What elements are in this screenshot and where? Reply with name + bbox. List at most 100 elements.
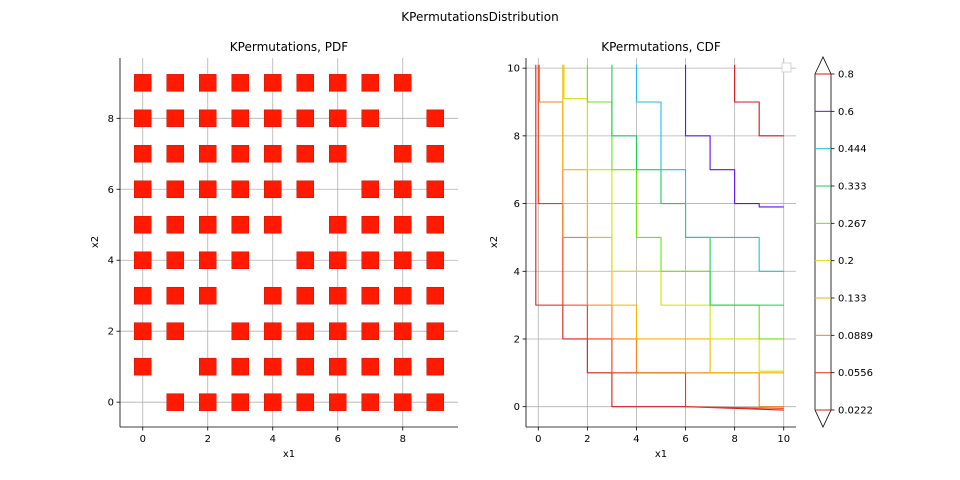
- pdf-point: [361, 74, 379, 92]
- cdf-contour-level-0.0556: [537, 64, 784, 409]
- pdf-point: [394, 74, 412, 92]
- pdf-point: [199, 109, 217, 128]
- colorbar-tick-label: 0.444: [838, 144, 867, 155]
- cdf-xtick-label: 6: [682, 434, 688, 445]
- pdf-point: [394, 393, 412, 411]
- cdf-contour-level-0.8: [734, 64, 784, 137]
- pdf-point: [296, 393, 314, 411]
- colorbar-outline: [814, 56, 832, 428]
- cdf-tick-labels: 0 2 4 6 8 10 0 2 4 6 8 10: [507, 64, 790, 445]
- pdf-point: [134, 216, 152, 234]
- cdf-ytick-label: 6: [514, 199, 520, 210]
- cdf-contour-lines: [535, 64, 784, 411]
- cdf-ylabel: x2: [489, 236, 500, 248]
- pdf-point: [166, 74, 184, 92]
- pdf-point: [394, 216, 412, 234]
- pdf-xtick-label: 0: [140, 434, 146, 445]
- pdf-point: [361, 393, 379, 411]
- pdf-xtick-label: 8: [400, 434, 406, 445]
- pdf-point: [134, 357, 152, 376]
- pdf-ytick-label: 2: [108, 327, 114, 338]
- pdf-ytick-label: 0: [108, 398, 114, 409]
- pdf-point: [426, 286, 444, 305]
- colorbar-tick-label: 0.267: [838, 219, 867, 230]
- pdf-point: [329, 357, 347, 376]
- pdf-point: [329, 322, 347, 340]
- pdf-point: [296, 109, 314, 128]
- pdf-point: [361, 251, 379, 269]
- pdf-tick-labels: 0 2 4 6 8 0 2 4 6 8: [108, 114, 406, 445]
- pdf-point: [329, 216, 347, 234]
- cdf-xtick-label: 10: [777, 434, 790, 445]
- cdf-xtick-label: 4: [633, 434, 639, 445]
- suptitle: KPermutationsDistribution: [401, 10, 558, 24]
- cdf-contour-level-0.6: [684, 64, 784, 208]
- pdf-ytick-label: 6: [108, 185, 114, 196]
- pdf-point: [166, 393, 184, 411]
- pdf-point: [296, 74, 314, 92]
- pdf-point: [329, 393, 347, 411]
- cdf-title: KPermutations, CDF: [601, 40, 721, 54]
- cdf-legend-box: [781, 62, 792, 73]
- pdf-point: [134, 74, 152, 92]
- pdf-point: [264, 180, 282, 199]
- pdf-point: [426, 393, 444, 411]
- colorbar-tick-label: 0.0556: [838, 368, 873, 379]
- pdf-point: [199, 145, 217, 163]
- colorbar-tick-label: 0.133: [838, 294, 867, 305]
- cdf-contour-level-0.333: [611, 64, 784, 306]
- pdf-point: [296, 251, 314, 269]
- pdf-point: [361, 180, 379, 199]
- cdf-contour-level-0.133: [562, 64, 784, 374]
- pdf-point: [199, 286, 217, 305]
- cdf-contour-level-0.444: [635, 64, 784, 272]
- pdf-point: [361, 322, 379, 340]
- pdf-point: [426, 180, 444, 199]
- cdf-ytick-label: 2: [514, 334, 520, 345]
- pdf-point: [329, 74, 347, 92]
- pdf-point: [394, 251, 412, 269]
- pdf-point: [296, 322, 314, 340]
- colorbar-tick-label: 0.6: [838, 107, 854, 118]
- cdf-contour-level-0.2: [563, 64, 784, 372]
- pdf-point: [231, 251, 249, 269]
- pdf-xlabel: x1: [283, 449, 295, 460]
- pdf-xtick-label: 4: [270, 434, 276, 445]
- pdf-point: [264, 286, 282, 305]
- pdf-point: [264, 393, 282, 411]
- pdf-point: [231, 216, 249, 234]
- cdf-axes: KPermutations, CDF 0 2 4 6 8 10 0 2 4 6 8 10 x1 x2: [489, 40, 796, 460]
- pdf-point: [134, 145, 152, 163]
- pdf-point: [166, 109, 184, 128]
- pdf-point: [199, 216, 217, 234]
- pdf-point: [166, 216, 184, 234]
- pdf-point: [296, 357, 314, 376]
- pdf-point: [394, 286, 412, 305]
- pdf-point: [361, 216, 379, 234]
- cdf-contour-level-0.0222: [535, 64, 784, 411]
- pdf-point: [329, 109, 347, 128]
- pdf-point: [329, 251, 347, 269]
- pdf-point: [264, 145, 282, 163]
- pdf-point: [264, 109, 282, 128]
- pdf-point: [426, 216, 444, 234]
- pdf-xtick-label: 6: [335, 434, 341, 445]
- pdf-point: [264, 74, 282, 92]
- pdf-axes: KPermutations, PDF 0 2 4 6 8 0 2 4 6 8 x1 x2: [90, 40, 458, 460]
- pdf-scatter-series: [134, 74, 444, 411]
- pdf-point: [329, 145, 347, 163]
- pdf-point: [231, 109, 249, 128]
- pdf-point: [426, 357, 444, 376]
- colorbar-tick-label: 0.0889: [838, 331, 873, 342]
- pdf-point: [264, 322, 282, 340]
- cdf-ytick-label: 8: [514, 131, 520, 142]
- pdf-point: [394, 145, 412, 163]
- pdf-point: [199, 251, 217, 269]
- pdf-point: [296, 286, 314, 305]
- pdf-point: [231, 357, 249, 376]
- pdf-point: [134, 109, 152, 128]
- pdf-point: [231, 145, 249, 163]
- pdf-point: [134, 180, 152, 199]
- cdf-ytick-label: 4: [514, 267, 520, 278]
